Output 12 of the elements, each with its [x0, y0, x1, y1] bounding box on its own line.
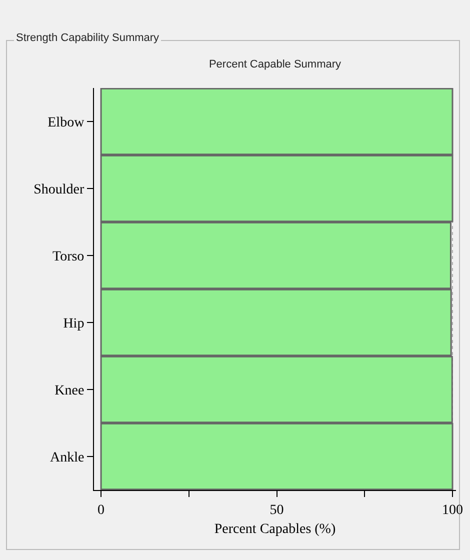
y-tick-label: Knee: [54, 383, 84, 398]
x-tick-label: 100: [442, 502, 463, 518]
y-tick-label: Shoulder: [34, 182, 85, 198]
y-tick-label: Elbow: [48, 115, 86, 130]
x-axis-title: Percent Capables (%): [214, 522, 336, 538]
x-tick-label: 0: [98, 502, 105, 518]
x-tick-label: 50: [270, 502, 284, 518]
chart-subtitle: Percent Capable Summary: [208, 58, 342, 71]
y-tick-label: Ankle: [50, 450, 84, 466]
y-tick-label: Hip: [63, 316, 84, 332]
chart-title: Strength Capability Summary: [14, 32, 162, 44]
y-tick-label: Torso: [52, 249, 84, 264]
